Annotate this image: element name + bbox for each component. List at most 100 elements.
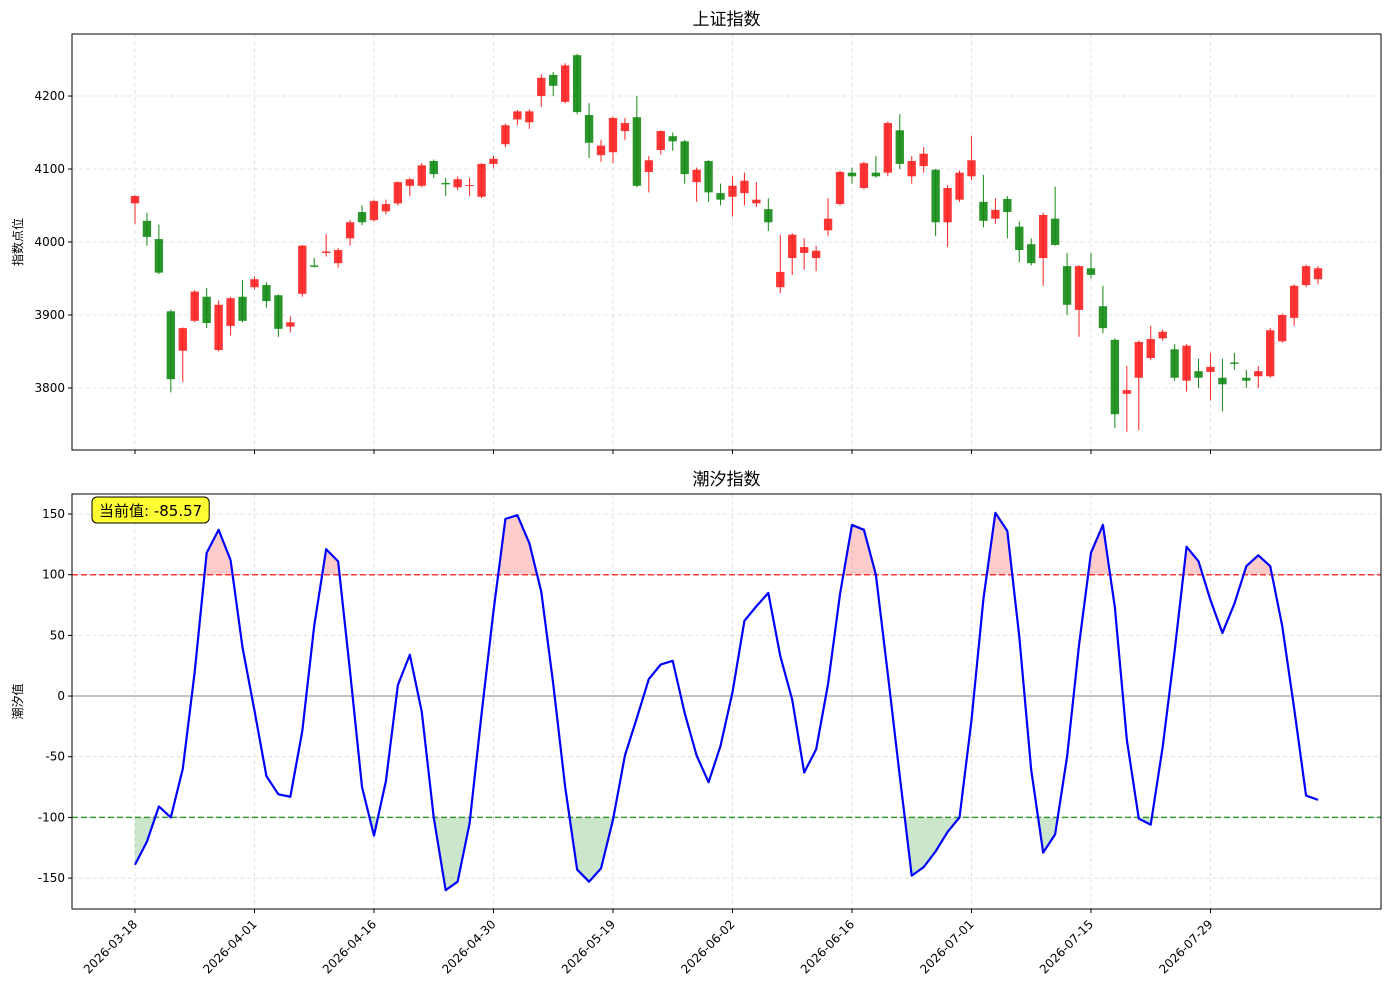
candle-body — [214, 304, 223, 351]
candle-body — [1038, 214, 1048, 259]
y-tick-label: 3800 — [34, 381, 65, 395]
candle-body — [1003, 198, 1012, 213]
candle-body — [596, 145, 606, 156]
candle-body — [1086, 268, 1096, 275]
candle-body — [656, 131, 665, 151]
candle-body — [405, 179, 415, 186]
candle-body — [1122, 390, 1132, 394]
candle-body — [740, 180, 749, 194]
x-tick-label: 2026-04-30 — [439, 917, 498, 976]
candle-body — [895, 130, 904, 164]
candle-body — [752, 199, 761, 204]
candle-body — [1015, 226, 1024, 251]
candle-body — [489, 158, 498, 164]
candle-body — [477, 163, 486, 197]
axes-frame — [71, 493, 1382, 910]
candle-body — [465, 185, 474, 187]
candle-body — [1027, 244, 1036, 264]
candle-body — [250, 279, 259, 288]
candle-body — [549, 74, 558, 86]
candle-body — [441, 182, 450, 185]
candle-body — [644, 160, 654, 172]
axes-frame — [71, 33, 1382, 451]
x-tick-label: 2026-07-01 — [917, 917, 976, 976]
candle-body — [274, 295, 283, 329]
candle-body — [859, 163, 869, 188]
candle-body — [369, 201, 379, 221]
annotation: 当前值: -85.57 — [91, 496, 210, 524]
candle-body — [1254, 371, 1263, 377]
candle-body — [1074, 266, 1084, 310]
y-tick-label: 150 — [42, 507, 65, 521]
candle-body — [393, 182, 403, 204]
x-tick-label: 2026-04-01 — [200, 917, 259, 976]
x-tick-label: 2026-04-16 — [320, 917, 379, 976]
candle-body — [967, 160, 976, 177]
overbought-fill — [134, 512, 1319, 575]
candle-body — [345, 222, 355, 239]
oversold-fill — [134, 817, 1319, 891]
candle-body — [811, 250, 821, 259]
candle-body — [1134, 341, 1143, 378]
candle-body — [429, 160, 438, 175]
candle-body — [1218, 377, 1227, 385]
candle-body — [1194, 371, 1203, 378]
candle-body — [238, 296, 247, 321]
candle-body — [1277, 314, 1287, 342]
candle-body — [1182, 345, 1191, 381]
candle-body — [572, 55, 582, 113]
y-axis-label: 指数点位 — [10, 218, 25, 266]
candle-body — [716, 193, 725, 200]
candle-body — [979, 201, 988, 221]
candle-body — [321, 251, 331, 253]
candle-body — [1206, 366, 1215, 372]
candle-body — [560, 65, 570, 102]
candle-body — [1313, 268, 1323, 280]
candle-body — [632, 117, 642, 186]
y-tick-label: 3900 — [34, 308, 65, 322]
candle-body — [1050, 218, 1060, 245]
y-tick-label: 50 — [50, 628, 65, 642]
candle-body — [298, 245, 307, 294]
x-tick-label: 2026-07-15 — [1037, 917, 1096, 976]
y-tick-label: 0 — [57, 689, 65, 703]
y-tick-label: 100 — [42, 568, 65, 582]
candle-body — [764, 209, 773, 223]
x-tick-label: 2026-06-16 — [798, 917, 857, 976]
y-tick-label: 4200 — [34, 89, 65, 103]
x-tick-label: 2026-05-19 — [559, 917, 618, 976]
y-tick-label: -150 — [38, 871, 65, 885]
candle-body — [513, 111, 522, 120]
y-tick-label: 4100 — [34, 162, 65, 176]
candle-body — [608, 117, 618, 153]
candle-body — [178, 328, 187, 351]
candle-body — [357, 212, 367, 223]
candle-body — [955, 172, 964, 200]
y-tick-label: -50 — [45, 750, 65, 764]
candle-body — [286, 322, 295, 327]
annotation-text: 当前值: -85.57 — [99, 502, 202, 520]
candle-body — [931, 169, 940, 223]
candle-body — [871, 172, 881, 177]
candle-body — [776, 271, 785, 288]
candle-body — [680, 141, 689, 175]
candle-body — [142, 220, 152, 237]
chart-title: 上证指数 — [693, 10, 761, 30]
candle-body — [1098, 306, 1108, 329]
chart-title: 潮汐指数 — [693, 470, 761, 490]
candle-body — [704, 160, 713, 193]
candle-body — [501, 125, 510, 145]
candle-body — [537, 77, 546, 97]
candle-body — [381, 204, 391, 212]
candle-body — [1301, 266, 1311, 286]
candle-body — [847, 172, 857, 177]
candle-body — [453, 179, 462, 188]
x-tick-label: 2026-03-18 — [81, 917, 140, 976]
candle-body — [1289, 285, 1299, 318]
candle-body — [788, 234, 797, 259]
candle-body — [835, 171, 845, 205]
candle-body — [525, 111, 534, 123]
candle-body — [1146, 339, 1155, 359]
candle-body — [202, 296, 211, 324]
candle-body — [130, 196, 140, 204]
